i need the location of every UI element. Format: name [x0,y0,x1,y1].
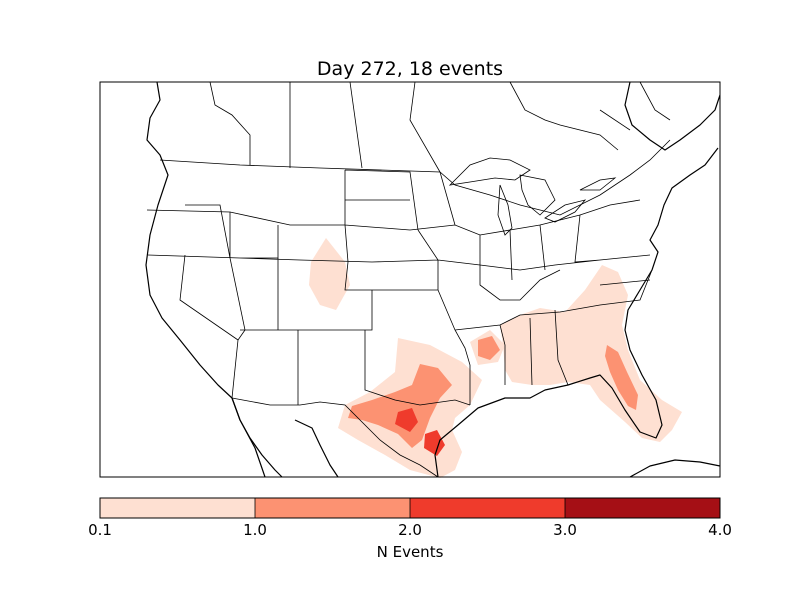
map-frame [99,81,721,478]
lake-ontario [579,177,617,191]
coastline-gulf [434,147,719,478]
colorbar-tick-3: 3.0 [553,521,577,539]
contour-texas-dark1 [395,408,418,432]
contour-texas-dark2 [424,430,445,456]
colorbar: 0.1 1.0 2.0 3.0 4.0 N Events [88,497,732,561]
coastline-gulf-mexico [294,419,339,478]
colorbar-tick-4: 4.0 [708,521,732,539]
event-contours [309,238,682,478]
colorbar-tick-2: 2.0 [398,521,422,539]
mexico-us-border [231,397,439,478]
lake-huron [519,174,556,216]
colorbar-label: N Events [377,543,444,561]
lake-superior [448,157,531,186]
colorbar-tick-0: 0.1 [88,521,112,539]
colorbar-segment-1 [255,498,410,518]
state-borders [146,169,653,406]
lake-michigan [497,184,513,236]
colorbar-tick-1: 1.0 [243,521,267,539]
colorbar-segment-2 [410,498,565,518]
coastline-cuba [629,459,721,478]
canada-provinces [209,81,671,173]
coastline-baja [231,397,283,478]
contour-florida-medium [605,345,638,410]
coastline-northeast [624,81,721,151]
contour-louisiana-medium [478,336,500,360]
contour-colorado [309,238,350,310]
colorbar-segment-3 [565,498,720,518]
colorbar-segment-0 [100,498,255,518]
contour-texas-medium [348,364,452,448]
canada-us-border [159,139,671,216]
map-title: Day 272, 18 events [317,58,503,80]
map-area [99,81,721,478]
map-lines [145,81,721,478]
